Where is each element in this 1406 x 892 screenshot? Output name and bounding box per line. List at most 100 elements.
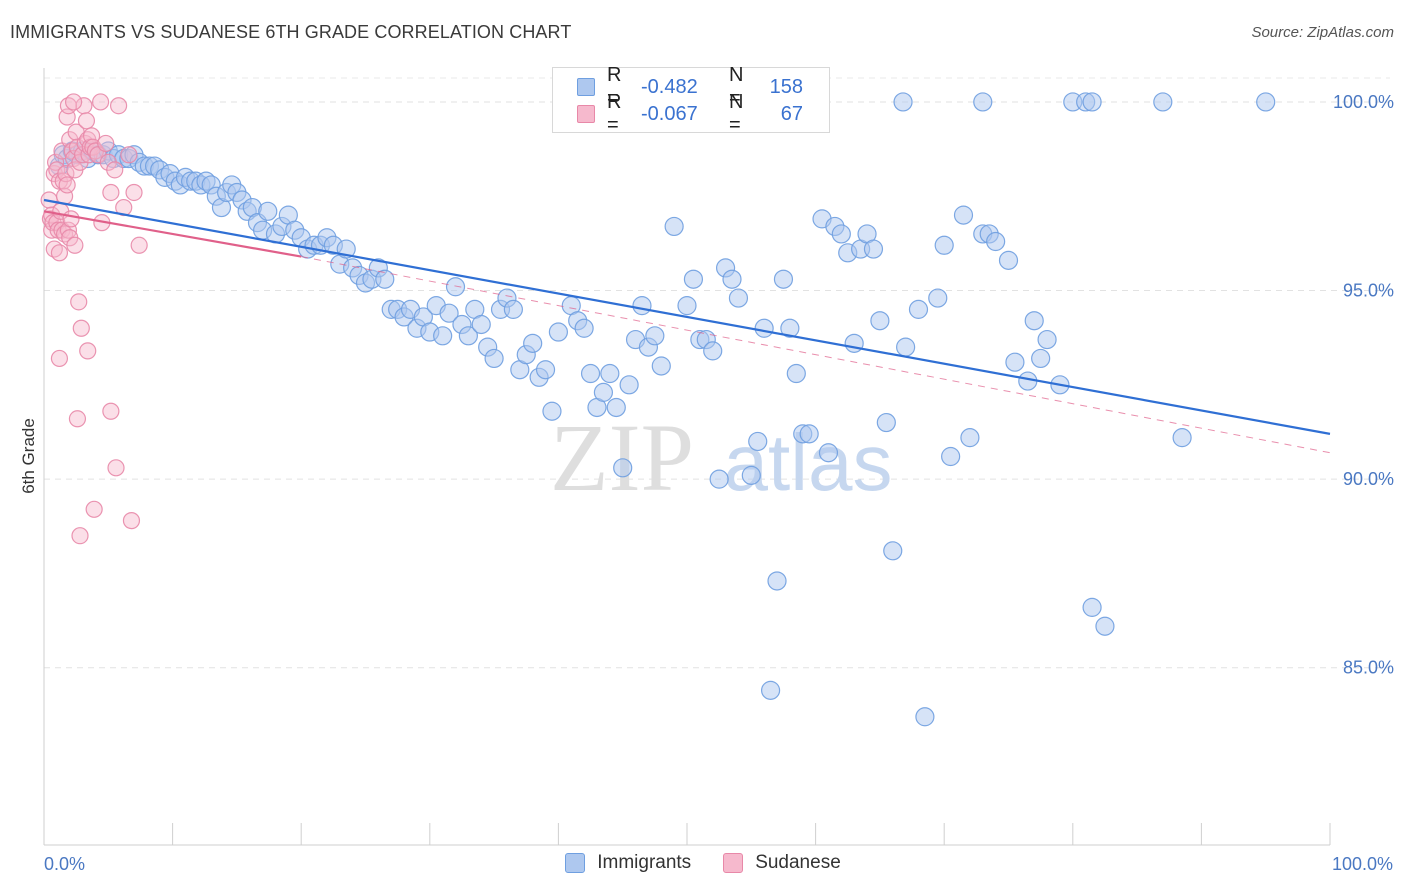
data-point-sudanese [107,459,125,477]
data-point-immigrants [908,299,929,319]
data-point-immigrants [580,363,601,384]
data-point-immigrants [613,458,633,478]
legend-n-value: 158 [769,75,803,98]
data-point-sudanese [102,183,120,202]
data-point-immigrants [760,680,781,700]
stats-legend: R = -0.482 N = 158 R = -0.067 N = 67 [552,64,830,136]
data-point-immigrants [728,288,749,308]
data-point-immigrants [542,401,562,421]
data-point-immigrants [1082,597,1102,617]
legend-row-sudanese: R = -0.067 N = 67 [553,91,803,136]
data-point-immigrants [754,318,774,338]
data-point-immigrants [934,235,954,255]
data-point-sudanese [70,293,88,311]
data-point-immigrants [844,333,864,353]
data-point-immigrants [863,239,884,259]
data-point-immigrants [632,296,652,316]
data-point-immigrants [1005,352,1025,372]
data-point-sudanese [85,500,103,518]
data-point-immigrants [651,356,671,376]
legend-swatch-sudanese [723,853,744,873]
data-point-immigrants [1024,311,1044,331]
data-point-immigrants [960,428,980,448]
data-point-immigrants [664,216,684,237]
data-point-immigrants [709,469,729,489]
legend-swatch-immigrants [565,853,586,873]
data-point-immigrants [600,363,620,384]
data-point-immigrants [1037,329,1057,350]
data-point-immigrants [876,412,896,433]
data-point-sudanese [64,93,83,111]
data-point-immigrants [471,314,491,335]
data-point-immigrants [998,250,1019,270]
y-tick-label: 85.0% [1343,658,1394,678]
data-point-sudanese [66,236,84,254]
data-point-immigrants [748,431,768,452]
data-point-sudanese [62,210,80,228]
data-point-immigrants [722,269,742,289]
data-point-sudanese [102,402,120,420]
data-point-sudanese [50,244,69,262]
data-point-immigrants [773,269,794,289]
y-tick-label: 95.0% [1343,281,1394,301]
data-point-immigrants [593,382,614,402]
data-point-immigrants [1082,92,1102,112]
legend-item-sudanese: Sudanese [723,852,841,874]
y-axis-label: 6th Grade [19,418,38,494]
data-point-sudanese [79,342,97,360]
data-point-immigrants [973,92,993,112]
data-point-immigrants [915,707,935,727]
data-point-immigrants [893,92,913,112]
data-point-immigrants [375,269,395,289]
data-point-immigrants [1031,348,1051,369]
data-point-immigrants [606,397,626,418]
trend-line-extension-sudanese [301,256,1331,454]
data-point-immigrants [928,288,948,308]
y-tick-label: 90.0% [1343,469,1394,489]
data-points [40,92,1276,727]
data-point-immigrants [986,231,1006,252]
data-point-sudanese [91,93,110,111]
data-point-immigrants [799,424,819,444]
data-point-sudanese [72,319,90,337]
data-point-immigrants [1153,92,1173,112]
data-point-immigrants [619,375,639,395]
data-point-immigrants [1256,92,1276,112]
trend-line-sudanese [43,210,302,258]
watermark: ZIP atlas [550,404,892,511]
data-point-sudanese [77,112,96,130]
data-point-sudanese [50,349,69,368]
y-tick-labels: 100.0% 95.0% 90.0% 85.0% [1333,92,1394,678]
data-point-immigrants [683,269,704,289]
axes [43,68,1331,846]
data-point-immigrants [535,360,556,380]
data-point-immigrants [941,446,961,467]
data-point-immigrants [258,201,278,221]
legend-r-label: R = [607,64,622,109]
legend-r-value: -0.482 [641,75,698,98]
data-point-sudanese [68,410,87,428]
data-point-immigrants [433,326,453,346]
data-point-immigrants [870,311,890,331]
legend-label-sudanese: Sudanese [755,852,841,873]
data-point-sudanese [71,527,89,545]
data-point-sudanese [109,97,128,115]
legend-swatch-immigrants [577,78,595,96]
trend-lines [43,198,1331,454]
legend-label-immigrants: Immigrants [597,852,692,873]
legend-r-value: -0.067 [641,102,698,125]
data-point-immigrants [767,571,787,591]
data-point-sudanese [120,146,138,164]
chart-source: Source: ZipAtlas.com [1251,24,1394,41]
series-sudanese-points [40,93,148,545]
data-point-immigrants [896,337,916,357]
legend-n-label: N = [729,91,744,136]
series-legend: Immigrants Sudanese [0,852,1406,874]
data-point-immigrants [445,277,466,297]
data-point-immigrants [458,326,478,346]
x-tick-label: 100.0% [1332,854,1393,874]
data-point-sudanese [106,161,124,179]
data-point-sudanese [125,183,143,202]
data-point-immigrants [677,296,697,316]
